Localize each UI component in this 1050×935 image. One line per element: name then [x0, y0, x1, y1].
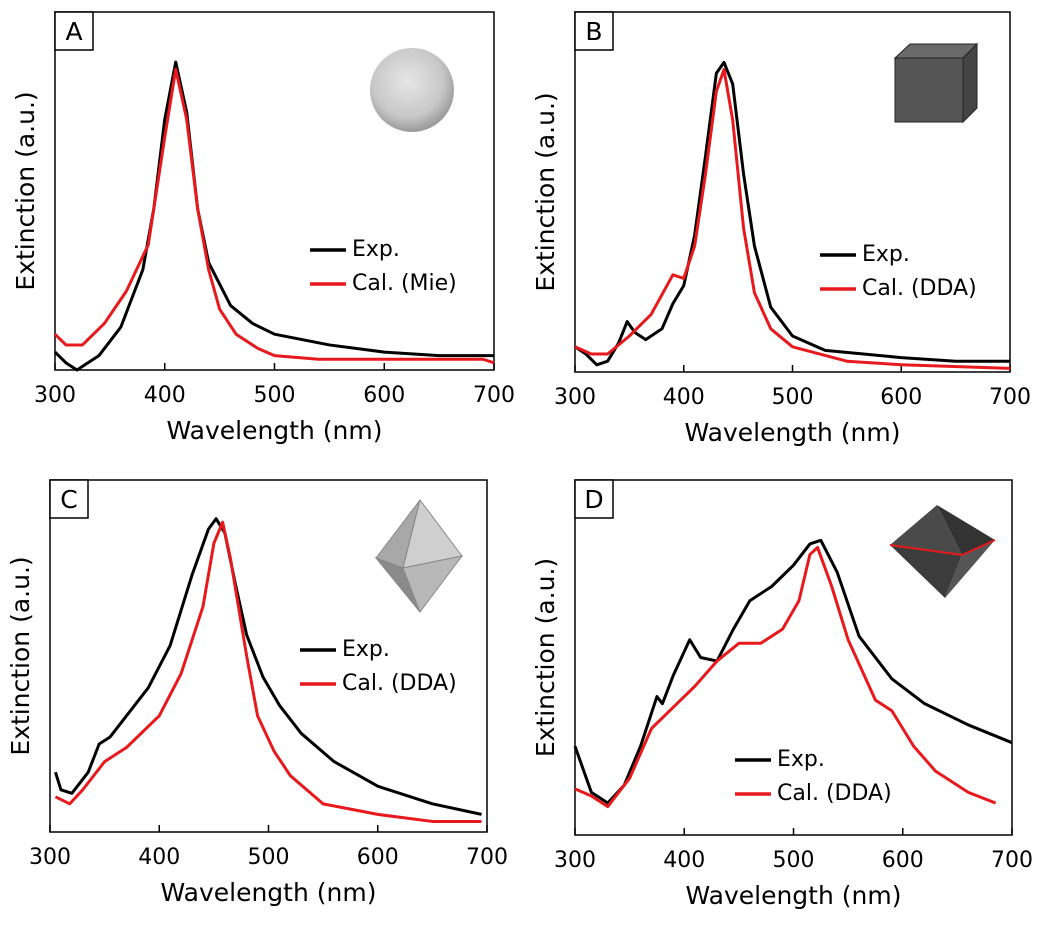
x-axis-label: Wavelength (nm) [167, 416, 383, 445]
legend-label: Cal. (Mie) [352, 271, 457, 296]
x-axis-label: Wavelength (nm) [161, 878, 377, 907]
y-axis-label: Extinction (a.u.) [11, 91, 40, 290]
panel-label-box [574, 479, 614, 519]
data-line [54, 517, 482, 816]
data-line [573, 538, 1013, 805]
legend-label: Exp. [342, 637, 390, 662]
x-tick-label: 700 [991, 848, 1033, 873]
data-line [53, 67, 495, 365]
panel: 300 400 500 600 700 Wavelength (nm) Extinction… [11, 11, 515, 445]
y-axis-label: Extinction (a.u.) [6, 556, 35, 755]
legend-label: Cal. (DDA) [342, 671, 457, 696]
data-line [54, 520, 482, 823]
y-axis-label: Extinction (a.u.) [531, 558, 560, 757]
x-tick-label: 500 [772, 385, 814, 410]
octahedron-icon [374, 498, 464, 614]
panel: 300 400 500 600 700 Wavelength (nm) Extinction… [531, 479, 1033, 910]
legend-label: Exp. [352, 237, 400, 262]
legend-label: Cal. (DDA) [777, 781, 892, 806]
panel-label: D [584, 485, 603, 514]
x-axis-label: Wavelength (nm) [685, 418, 901, 447]
panel-label-box [574, 11, 614, 51]
panel: 300 400 500 600 700 Wavelength (nm) Extinction… [531, 11, 1031, 447]
x-tick-label: 600 [882, 848, 924, 873]
x-tick-label: 500 [773, 848, 815, 873]
panel-label-box [54, 11, 94, 51]
x-tick-label: 600 [363, 383, 405, 408]
x-tick-label: 400 [138, 845, 180, 870]
panel-label: C [60, 485, 77, 514]
x-tick-label: 400 [663, 385, 705, 410]
panel: 300 400 500 600 700 Wavelength (nm) Extinction… [6, 479, 508, 907]
charts: 300 400 500 600 700 Wavelength (nm) Extinction… [6, 11, 1033, 910]
x-tick-label: 300 [554, 385, 596, 410]
y-axis-label: Extinction (a.u.) [531, 92, 560, 291]
x-tick-label: 400 [663, 848, 705, 873]
cube-icon [893, 42, 979, 124]
x-tick-label: 700 [473, 383, 515, 408]
panel-label: A [65, 17, 82, 46]
legend-label: Cal. (DDA) [862, 276, 977, 301]
x-tick-label: 300 [554, 848, 596, 873]
x-tick-label: 500 [254, 383, 296, 408]
legend-label: Exp. [777, 747, 825, 772]
legend-label: Exp. [862, 242, 910, 267]
panel-label-box [49, 479, 89, 519]
octahedron-icon [889, 505, 996, 598]
data-line [53, 60, 494, 372]
x-tick-label: 300 [29, 845, 71, 870]
data-line [574, 545, 997, 809]
x-axis-label: Wavelength (nm) [686, 881, 902, 910]
x-tick-label: 400 [144, 383, 186, 408]
sphere-icon [370, 48, 454, 132]
panel-label: B [585, 17, 602, 46]
x-tick-label: 600 [357, 845, 399, 870]
x-tick-label: 700 [466, 845, 508, 870]
x-tick-label: 700 [989, 385, 1031, 410]
x-tick-label: 300 [34, 383, 76, 408]
data-line [574, 68, 1011, 370]
x-tick-label: 500 [248, 845, 290, 870]
x-tick-label: 600 [880, 385, 922, 410]
